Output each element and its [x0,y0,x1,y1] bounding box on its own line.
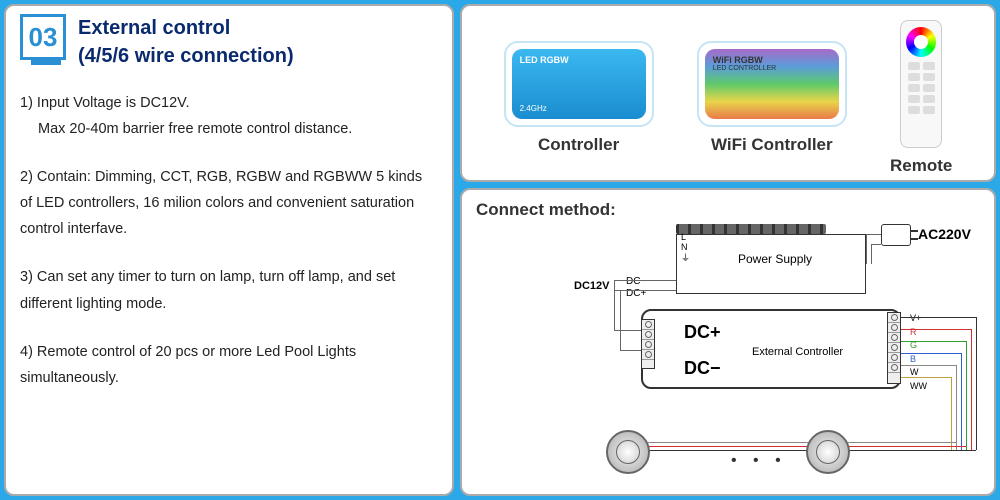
product-controller: LED RGBW 2.4GHz Controller [504,41,654,155]
dc12v-label: DC12V [574,280,609,292]
wifi-device: WiFi RGBW LED CONTROLLER [697,41,847,127]
ac-plug-icon [881,224,911,246]
ctrl-label: External Controller [752,346,843,358]
spec-item-4: 4) Remote control of 20 pcs or more Led … [20,339,438,391]
wire-g [901,341,966,342]
remote-buttons [908,62,935,114]
wifi-face: WiFi RGBW LED CONTROLLER [705,49,839,119]
psu-label: Power Supply [738,252,812,266]
remote-device [900,20,942,148]
psu-input-terminals: L N ⏚ [681,232,690,263]
section-badge: 03 [20,14,66,60]
color-wheel-icon [906,27,936,57]
ctrl-dc-minus: DC− [684,358,721,379]
product-wifi: WiFi RGBW LED CONTROLLER WiFi Controller [697,41,847,155]
section-title: External control (4/5/6 wire connection) [78,14,294,70]
product-remote: Remote [890,20,952,176]
spec-item-2: 2) Contain: Dimming, CCT, RGB, RGBW and … [20,164,438,242]
controller-label: Controller [538,135,619,155]
ctrl-out-terminals [887,312,901,384]
pool-light-1 [606,430,650,474]
spec-item-1: 1) Input Voltage is DC12V. Max 20-40m ba… [20,90,438,142]
ctrl-dc-plus: DC+ [684,322,721,343]
wire-b [901,353,961,354]
ctrl-in-terminals [641,319,655,369]
spec-item-3: 3) Can set any timer to turn on lamp, tu… [20,264,438,316]
title-line2: (4/5/6 wire connection) [78,42,294,70]
wire-w [901,365,956,366]
wire-r [901,329,971,330]
left-info-panel: 03 External control (4/5/6 wire connecti… [4,4,454,496]
wifi-label: WiFi Controller [711,135,833,155]
title-line1: External control [78,14,294,42]
ellipsis-dots: • • • [731,452,787,470]
diagram-title: Connect method: [476,200,980,220]
spec-list: 1) Input Voltage is DC12V. Max 20-40m ba… [20,90,438,391]
products-panel: LED RGBW 2.4GHz Controller WiFi RGBW LED… [460,4,996,182]
remote-label: Remote [890,156,952,176]
controller-face: LED RGBW 2.4GHz [512,49,646,119]
section-header: 03 External control (4/5/6 wire connecti… [20,14,438,70]
controller-device: LED RGBW 2.4GHz [504,41,654,127]
diagram-panel: Connect method: AC220V Power Supply L N … [460,188,996,496]
led-strip-icon [676,224,826,234]
right-column: LED RGBW 2.4GHz Controller WiFi RGBW LED… [460,4,996,496]
pool-light-2 [806,430,850,474]
ac-voltage-label: AC220V [918,226,971,242]
wire-v-plus [901,317,976,318]
badge-underline [31,60,61,65]
wiring-diagram: AC220V Power Supply L N ⏚ DC− DC+ DC12V [476,224,980,474]
badge-number: 03 [29,22,58,53]
wire-ww [901,377,951,378]
